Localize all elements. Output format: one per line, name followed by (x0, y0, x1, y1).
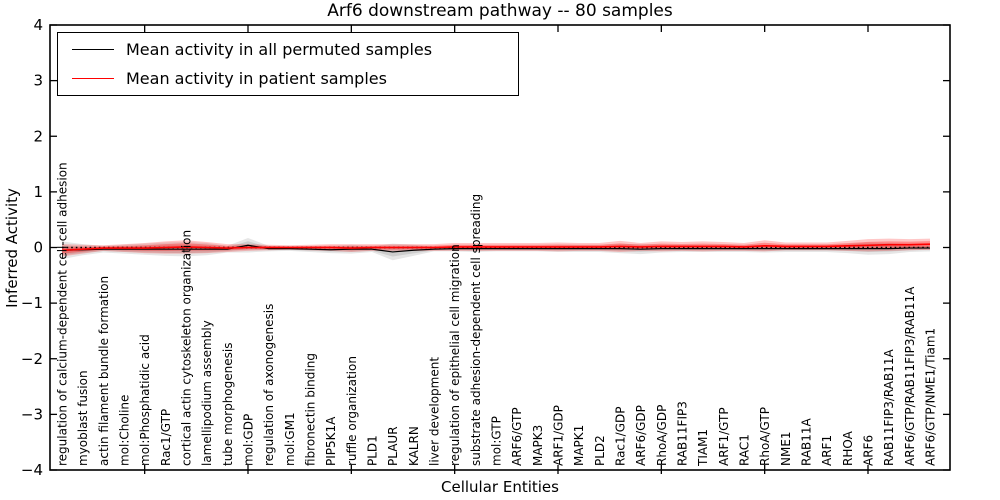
y-tick-label: 2 (33, 127, 43, 145)
entity-label: ARF1/GDP (552, 405, 566, 466)
y-tick-label: −1 (21, 294, 43, 312)
entity-label: mol:GDP (242, 414, 256, 466)
entity-label: tube morphogenesis (221, 343, 235, 466)
entity-label: RAC1 (738, 434, 752, 466)
entity-label: fibronectin binding (304, 353, 318, 466)
entity-label: ARF1/GTP (717, 407, 731, 466)
entity-label: NME1 (779, 431, 793, 466)
entity-label: PLD2 (593, 435, 607, 466)
entity-label: actin filament bundle formation (97, 276, 111, 466)
entity-label: cortical actin cytoskeleton organization (180, 230, 194, 466)
entity-label: ARF6 (862, 435, 876, 466)
entity-label: ARF6/GDP (634, 405, 648, 466)
entity-label: RAB11A (800, 417, 814, 466)
y-tick-label: −2 (21, 350, 43, 368)
entity-label: PIP5K1A (324, 416, 338, 466)
legend-item-permuted: Mean activity in all permuted samples (72, 38, 518, 62)
chart-title: Arf6 downstream pathway -- 80 samples (327, 1, 673, 21)
legend-label-patient: Mean activity in patient samples (126, 68, 387, 88)
entity-label: ARF1 (820, 435, 834, 466)
y-tick-label: 1 (33, 183, 43, 201)
entity-label: PLAUR (386, 426, 400, 466)
patient-mean-line (61, 243, 931, 252)
entity-label: RHOA (841, 430, 855, 466)
entity-label: mol:GM1 (283, 412, 297, 466)
legend-line-permuted-icon (72, 49, 114, 51)
legend-line-patient-icon (72, 77, 114, 79)
entity-label: ARF6/GTP/NME1/Tiam1 (924, 328, 938, 466)
entity-label: mol:Choline (118, 395, 132, 466)
entity-label: TIAM1 (696, 429, 710, 467)
y-tick-label: 3 (33, 72, 43, 90)
entity-label: mol:Phosphatidic acid (138, 334, 152, 466)
entity-label: PLD1 (366, 435, 380, 466)
y-tick-label: −4 (21, 461, 43, 479)
y-axis-title: Inferred Activity (3, 188, 21, 308)
entity-label: myoblast fusion (76, 370, 90, 466)
y-tick-label: −3 (21, 405, 43, 423)
y-tick-label: 0 (33, 239, 43, 257)
entity-label: mol:GTP (490, 416, 504, 466)
permuted-mean-line (61, 244, 930, 253)
entity-label: liver development (428, 357, 442, 466)
entity-label: KALRN (407, 426, 421, 466)
entity-label: ARF6/GTP (510, 407, 524, 466)
entity-label: RAB11FIP3/RAB11A (882, 349, 896, 466)
entity-label: RhoA/GTP (758, 407, 772, 466)
entity-label: RAB11FIP3 (676, 401, 690, 466)
entity-label: regulation of axonogenesis (262, 304, 276, 466)
x-axis-title: Cellular Entities (441, 478, 559, 496)
entity-label: substrate adhesion-dependent cell spread… (469, 194, 483, 466)
entity-label: regulation of calcium-dependent cell-cel… (56, 162, 70, 466)
entity-label: MAPK3 (531, 425, 545, 466)
entity-label: Rac1/GDP (614, 407, 628, 466)
entity-label: regulation of epithelial cell migration (448, 244, 462, 466)
entity-label: Rac1/GTP (159, 409, 173, 466)
entity-label: lamellipodium assembly (200, 320, 214, 466)
entity-label: MAPK1 (572, 425, 586, 466)
entity-label: ruffle organization (345, 356, 359, 466)
entity-label: ARF6/GTP/RAB11FIP3/RAB11A (903, 286, 917, 466)
legend: Mean activity in all permuted samples Me… (57, 32, 519, 96)
y-tick-label: 4 (33, 16, 43, 34)
legend-label-permuted: Mean activity in all permuted samples (126, 40, 433, 60)
legend-item-patient: Mean activity in patient samples (72, 66, 518, 90)
entity-label: RhoA/GDP (655, 405, 669, 466)
